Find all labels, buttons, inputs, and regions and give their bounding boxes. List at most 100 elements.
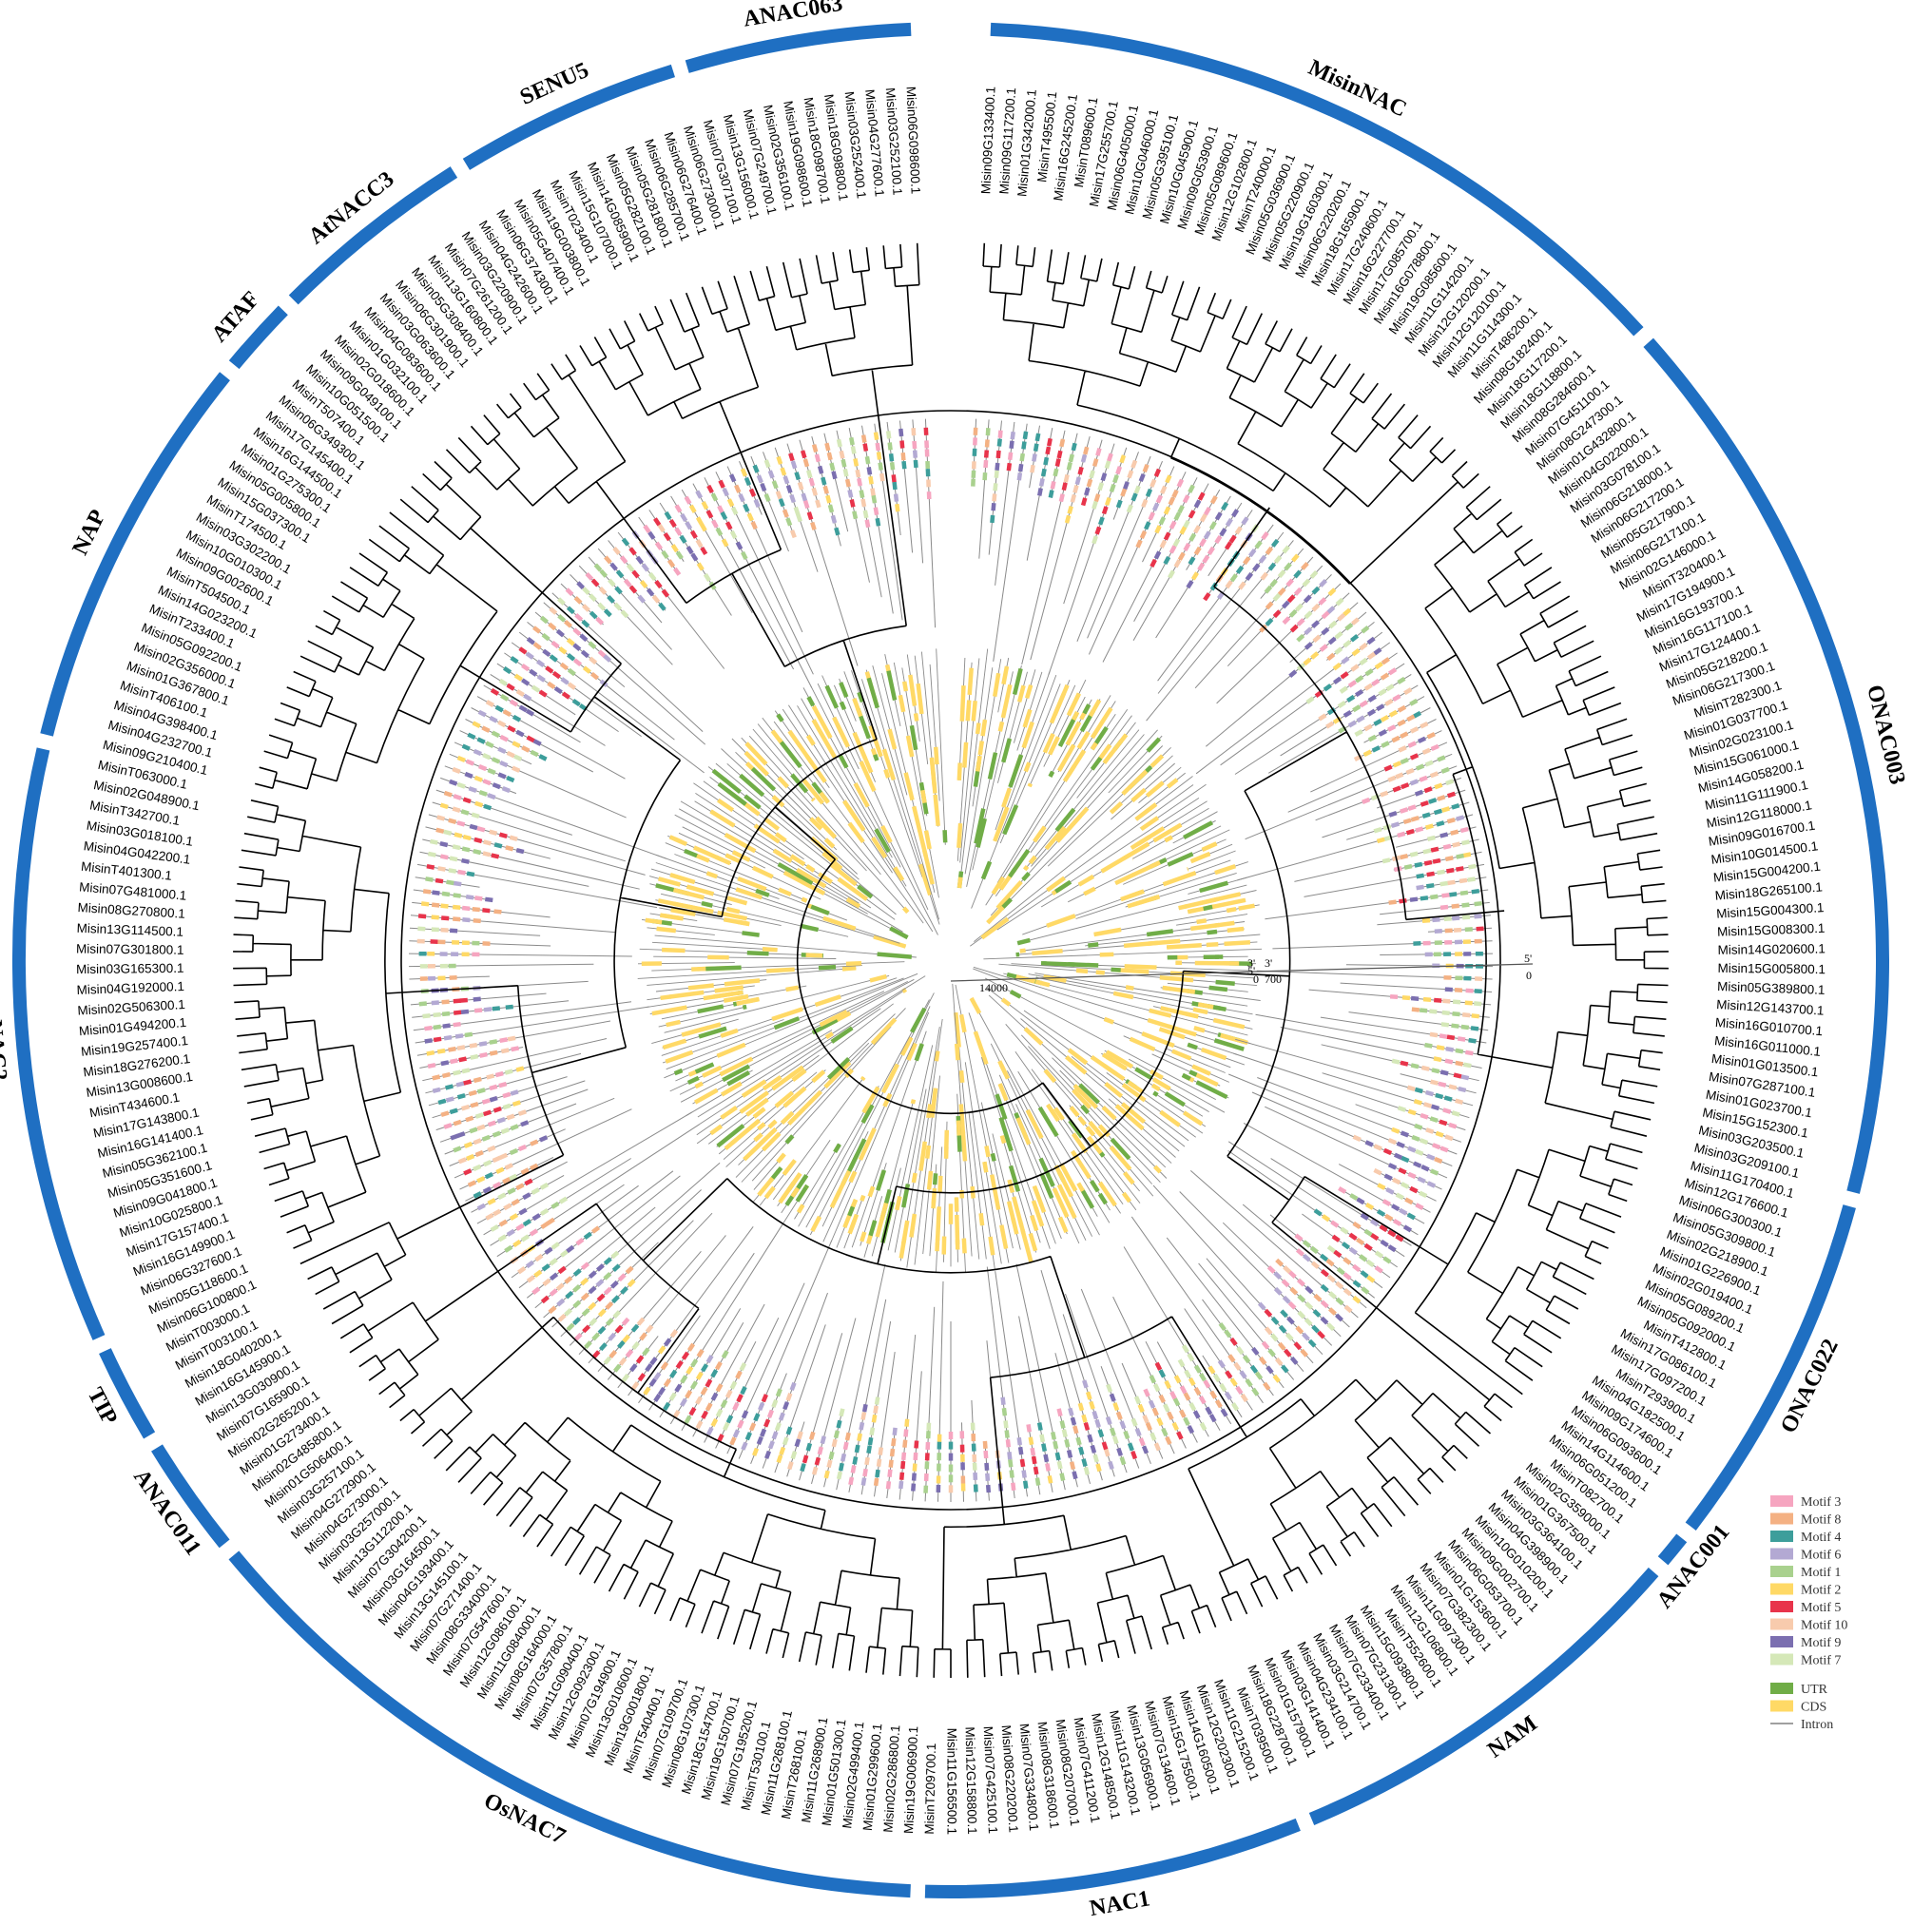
motif-box xyxy=(438,1101,446,1103)
motif-box xyxy=(660,1347,665,1354)
motif-box xyxy=(1012,441,1013,449)
motif-box xyxy=(612,1282,618,1288)
motif-box xyxy=(1145,465,1148,472)
motif-box xyxy=(519,1111,527,1114)
motif-box xyxy=(568,607,573,612)
motif-box xyxy=(584,588,589,594)
motif-box xyxy=(566,622,571,626)
motif-box xyxy=(861,491,863,498)
motif-box xyxy=(498,1119,506,1122)
motif-box xyxy=(1346,625,1352,629)
motif-box xyxy=(737,1372,741,1378)
motif-box xyxy=(512,1048,519,1050)
motif-box xyxy=(1334,679,1341,684)
motif-box xyxy=(434,1014,441,1015)
motif-box xyxy=(1434,1058,1441,1060)
motif-box xyxy=(1381,742,1388,746)
motif-box xyxy=(544,650,550,655)
motif-box xyxy=(1122,1457,1125,1465)
cds-block xyxy=(1032,1216,1036,1231)
motif-box xyxy=(1415,1101,1422,1103)
motif-box xyxy=(1089,479,1091,487)
motif-box xyxy=(587,574,592,580)
motif-box xyxy=(691,506,695,512)
motif-box xyxy=(513,1242,520,1245)
motif-box xyxy=(708,510,712,517)
motif-box xyxy=(986,460,987,468)
motif-box xyxy=(1453,844,1460,846)
motif-box xyxy=(1000,431,1001,438)
motif-box xyxy=(498,722,505,726)
motif-box xyxy=(1096,494,1098,502)
motif-box xyxy=(1426,885,1434,886)
motif-box xyxy=(671,1371,676,1377)
motif-box xyxy=(1393,788,1401,791)
motif-box xyxy=(1321,645,1326,650)
motif-box xyxy=(417,929,425,930)
motif-box xyxy=(825,487,827,494)
motif-box xyxy=(592,580,598,586)
cds-block xyxy=(1202,1050,1227,1058)
motif-box xyxy=(1276,1289,1282,1295)
motif-box xyxy=(1121,455,1124,463)
motif-box xyxy=(732,1382,736,1389)
motif-box xyxy=(1333,1237,1340,1242)
motif-box xyxy=(857,1445,859,1453)
motif-box xyxy=(1227,1372,1231,1378)
motif-box xyxy=(511,1091,518,1093)
motif-box xyxy=(1267,1367,1272,1373)
motif-box xyxy=(609,580,614,586)
motif-box xyxy=(1156,470,1159,476)
motif-box xyxy=(421,903,429,904)
motif-box xyxy=(749,513,752,520)
motif-box xyxy=(1062,1421,1064,1429)
motif-box xyxy=(606,610,611,616)
utr-block xyxy=(1216,982,1235,984)
motif-box xyxy=(598,1295,604,1300)
motif-box xyxy=(472,815,479,817)
motif-box xyxy=(699,564,703,570)
motif-box xyxy=(850,490,852,497)
motif-box xyxy=(1035,444,1036,452)
motif-box xyxy=(552,1204,559,1207)
motif-box xyxy=(841,451,843,458)
utr-block xyxy=(1204,907,1212,909)
cds-block xyxy=(968,701,970,722)
motif-box xyxy=(1073,443,1075,451)
motif-box xyxy=(742,1387,744,1394)
cds-block xyxy=(962,685,964,722)
motif-box xyxy=(450,931,457,932)
motif-box xyxy=(459,1059,467,1061)
motif-box xyxy=(622,557,627,563)
motif-box xyxy=(1385,1176,1392,1180)
motif-box xyxy=(1020,464,1021,472)
motif-box xyxy=(1412,818,1420,819)
cds-block xyxy=(1103,1107,1115,1119)
intron-line xyxy=(670,992,884,1091)
motif-box xyxy=(508,727,514,731)
cds-block xyxy=(772,731,781,742)
motif-box xyxy=(817,454,819,462)
motif-box xyxy=(1145,1389,1148,1396)
motif-box xyxy=(663,1363,667,1370)
legend-swatch xyxy=(1770,1701,1793,1712)
motif-box xyxy=(1157,1363,1161,1370)
motif-box xyxy=(633,571,638,577)
motif-box xyxy=(1070,507,1072,514)
motif-box xyxy=(1260,1303,1265,1309)
motif-box xyxy=(1461,1027,1469,1028)
utr-block xyxy=(811,907,829,914)
motif-box xyxy=(1440,1072,1448,1074)
cds-block xyxy=(738,922,749,924)
motif-box xyxy=(874,1415,875,1422)
cds-block xyxy=(832,1191,840,1207)
subfamily-arc xyxy=(687,29,911,67)
motif-box xyxy=(434,1027,441,1028)
motif-box xyxy=(851,437,853,445)
cds-block xyxy=(759,1124,765,1129)
utr-block xyxy=(1111,970,1121,971)
gene-label: Misin08G220200.1 xyxy=(999,1724,1021,1833)
cds-block xyxy=(934,1188,935,1204)
motif-box xyxy=(1309,1340,1315,1346)
motif-box xyxy=(833,515,835,523)
